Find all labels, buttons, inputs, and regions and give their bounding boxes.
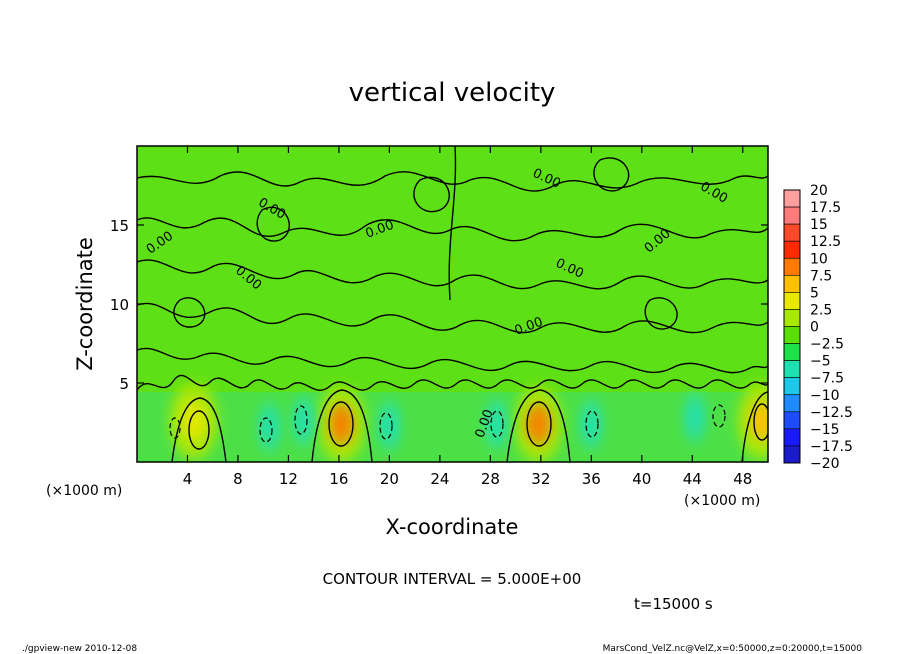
x-unit-left: (×1000 m) <box>46 483 122 499</box>
boundary-layer-band <box>137 392 768 462</box>
updraft-feature <box>169 382 218 459</box>
updraft-feature <box>514 386 563 462</box>
colorbar-label: −12.5 <box>810 405 853 421</box>
updraft-core <box>749 400 768 441</box>
x-tick-label: 24 <box>430 470 449 488</box>
x-tick-label: 4 <box>183 470 193 488</box>
updraft-core <box>181 400 206 441</box>
colorbar-swatch <box>783 223 801 242</box>
time-label: t=15000 s <box>634 595 713 613</box>
colorbar-swatch <box>783 275 801 293</box>
downdraft-core <box>383 413 396 438</box>
downdraft-core <box>688 405 701 430</box>
colorbar-swatch <box>783 206 801 225</box>
colorbar-label: 2.5 <box>810 302 832 318</box>
downdraft-core <box>490 412 503 437</box>
colorbar-label: 10 <box>810 251 828 267</box>
downdraft-core <box>297 408 310 433</box>
y-axis-label: Z-coordinate <box>73 237 97 371</box>
chart-title: vertical velocity <box>349 78 556 108</box>
x-axis: 4 8 12 16 20 24 28 32 36 40 44 48 <box>183 146 752 488</box>
updraft-core <box>329 404 354 445</box>
x-unit-right: (×1000 m) <box>684 493 760 509</box>
colorbar-swatch <box>783 240 801 259</box>
colorbar-label: −5 <box>810 354 831 370</box>
y-tick-label: 10 <box>110 296 129 314</box>
colorbar-label: −2.5 <box>810 337 844 353</box>
colorbar-swatch <box>783 394 801 413</box>
x-tick-label: 12 <box>279 470 298 488</box>
contour-lines <box>137 146 768 462</box>
downdraft-feature <box>377 399 402 452</box>
colorbar-label: 17.5 <box>810 200 841 216</box>
colorbar-swatch <box>783 326 801 344</box>
footer-right: MarsCond_VelZ.nc@VelZ,x=0:50000,z=0:2000… <box>603 644 863 654</box>
x-tick-label: 28 <box>481 470 500 488</box>
colorbar-label: 5 <box>810 285 819 301</box>
colorbar-label: −10 <box>810 388 840 404</box>
downdraft-feature <box>579 398 604 451</box>
colorbar-label: −20 <box>810 456 840 472</box>
colorbar-label: 20 <box>810 183 828 199</box>
downdraft-core <box>263 415 276 440</box>
colorbar-swatch <box>783 309 801 327</box>
colorbar-swatch <box>783 257 801 276</box>
x-tick-label: 48 <box>733 470 752 488</box>
colorbar-label: 15 <box>810 217 828 233</box>
colorbar-label: −7.5 <box>810 371 844 387</box>
contour-interval: CONTOUR INTERVAL = 5.000E+00 <box>323 570 582 588</box>
colorbar-swatch <box>783 377 801 396</box>
updraft-feature <box>317 386 366 462</box>
colorbar-label: 12.5 <box>810 234 841 250</box>
x-tick-label: 20 <box>380 470 399 488</box>
colorbar-label: 7.5 <box>810 268 832 284</box>
y-tick-label: 15 <box>110 217 129 235</box>
x-tick-label: 40 <box>632 470 651 488</box>
plot-area: 0.000.000.000.000.000.000.000.000.000.00 <box>137 146 768 462</box>
colorbar-swatch <box>783 411 801 430</box>
x-tick-label: 8 <box>233 470 243 488</box>
updraft-feature <box>737 382 768 459</box>
colorbar-label: −17.5 <box>810 439 853 455</box>
downdraft-core <box>585 412 598 437</box>
downdraft-contours <box>169 404 726 443</box>
downdraft-feature <box>484 398 509 451</box>
y-axis: 5 10 15 <box>110 217 768 393</box>
x-tick-label: 36 <box>582 470 601 488</box>
updraft-core <box>526 404 551 445</box>
colorbar-swatch <box>783 292 801 310</box>
x-tick-label: 32 <box>531 470 550 488</box>
colorbar-swatch <box>783 343 801 361</box>
colorbar-frame <box>783 189 801 464</box>
x-tick-label: 16 <box>329 470 348 488</box>
x-tick-label: 44 <box>683 470 702 488</box>
colorbar-swatch <box>783 445 801 464</box>
colorbar-swatch <box>783 428 801 447</box>
x-axis-label: X-coordinate <box>386 515 519 539</box>
colorbar-swatch <box>783 189 801 208</box>
colorbar-label: −15 <box>810 422 840 438</box>
colorbar-swatch <box>783 360 801 378</box>
colorbar-label: 0 <box>810 320 819 336</box>
y-tick-label: 5 <box>119 375 129 393</box>
downdraft-feature <box>291 394 316 447</box>
downdraft-feature <box>257 401 282 454</box>
footer-left: ./gpview-new 2010-12-08 <box>22 644 137 654</box>
downdraft-feature <box>682 391 707 444</box>
